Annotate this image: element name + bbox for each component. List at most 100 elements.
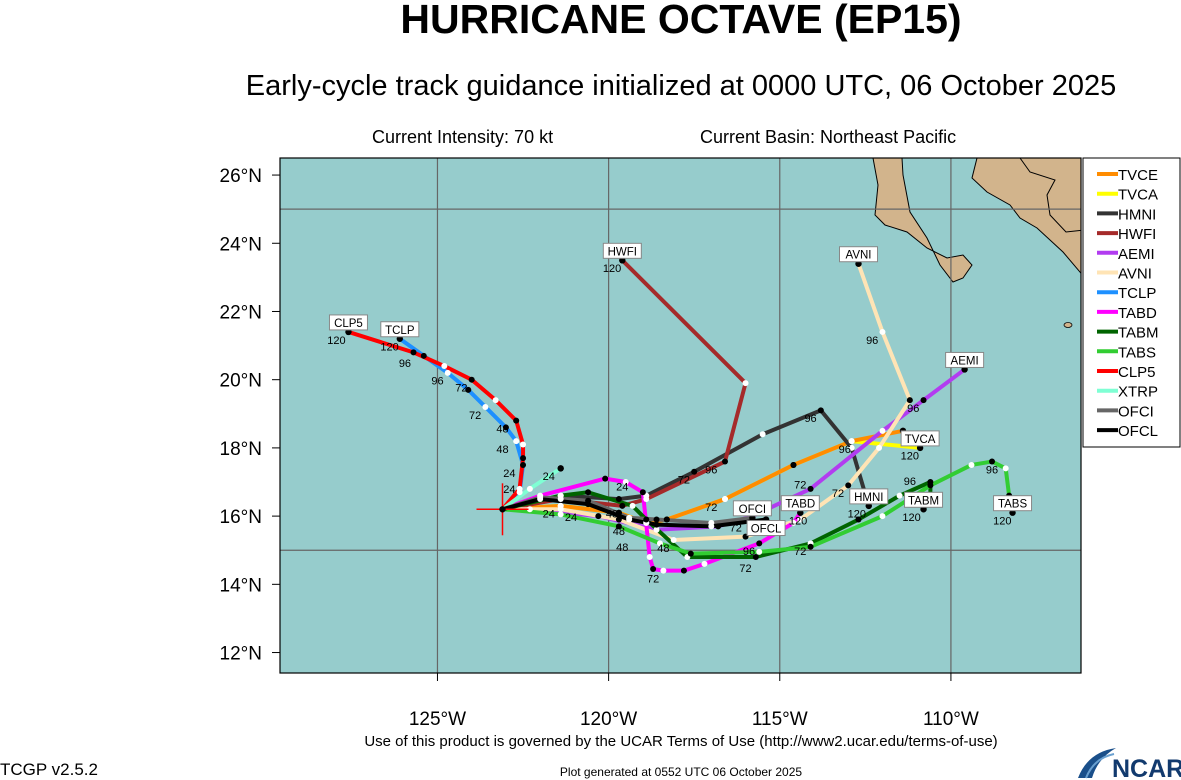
lat-tick-label: 18°N (220, 439, 262, 460)
forecast-hour-label-group: 72 (678, 475, 690, 487)
forecast-hour-label: 96 (705, 464, 717, 476)
track-point-tabd (790, 519, 797, 526)
forecast-hour-label-group: 96 (431, 376, 443, 388)
track-point-tabd (701, 560, 708, 567)
track-point-aemi (807, 485, 814, 492)
track-point-avni (557, 506, 564, 513)
track-point-clp5 (468, 376, 475, 383)
track-clp5 (347, 330, 526, 511)
legend-item-xtrp: XTRP (1118, 384, 1158, 401)
track-point-aemi (595, 513, 602, 520)
forecast-hour-label: 120 (902, 512, 920, 524)
track-point-tabs (756, 548, 763, 555)
forecast-hour-label: 120 (789, 516, 807, 528)
forecast-hour-label: 96 (804, 413, 816, 425)
forecast-hour-label: 48 (616, 542, 628, 554)
forecast-hour-label: 24 (565, 512, 577, 524)
lat-tick-label: 16°N (220, 507, 262, 528)
forecast-hour-label-group: 72 (739, 563, 751, 575)
forecast-hour-label-group: 72 (794, 546, 806, 558)
track-point-ofcl (708, 523, 715, 530)
model-label-clp5-group: CLP5 (328, 314, 368, 331)
forecast-hour-label-group: 48 (496, 423, 508, 435)
lat-tick-label: 20°N (220, 371, 262, 392)
model-label-box (780, 495, 820, 512)
track-point-clp5 (441, 363, 448, 370)
track-point-avni (615, 516, 622, 523)
legend-item-ofcl: OFCL (1118, 423, 1158, 440)
current-basin: Current Basin: Northeast Pacific (700, 127, 957, 147)
track-point-tabm (855, 516, 862, 523)
forecast-hour-label: 72 (705, 502, 717, 514)
model-label-ofci-group: OFCI (732, 500, 772, 517)
model-label-tabs-group: TABS (993, 495, 1033, 512)
model-label-hmni: HMNI (854, 492, 883, 504)
legend-item-tabd: TABD (1118, 305, 1157, 322)
forecast-hour-label: 72 (455, 383, 467, 395)
forecast-hour-label-group: 96 (839, 444, 851, 456)
track-point-tabd (756, 540, 763, 547)
lat-tick-label: 26°N (220, 166, 262, 187)
forecast-hour-label: 24 (503, 468, 515, 480)
track-point-tvce (848, 438, 855, 445)
forecast-hour-label-group: 72 (832, 488, 844, 500)
ncar-logo: NCAR (1078, 748, 1181, 780)
track-point-aemi (879, 427, 886, 434)
track-point-hmni (848, 444, 855, 451)
forecast-hour-label-group: 72 (730, 522, 742, 534)
model-label-box (328, 314, 368, 331)
track-point-tabs (687, 550, 694, 557)
model-label-hwfi: HWFI (608, 246, 637, 258)
track-end-point (557, 465, 564, 472)
model-label-box (900, 430, 940, 447)
forecast-hour-label: 24 (616, 481, 628, 493)
model-label-avni-group: AVNI (839, 246, 878, 263)
model-label-tclp-group: TCLP (380, 321, 420, 338)
forecast-hour-label-group: 24 (616, 481, 628, 493)
forecast-hour-label: 96 (907, 403, 919, 415)
forecast-hour-label: 48 (606, 509, 618, 521)
track-point-tvce (722, 496, 728, 503)
track-point-tabm (585, 489, 592, 496)
track-point-tabm (896, 492, 903, 499)
forecast-hour-label-group: 24 (503, 484, 515, 496)
forecast-hour-label-group: 96 (705, 464, 717, 476)
forecast-hour-label-group: 120 (603, 263, 621, 275)
model-label-clp5: CLP5 (334, 318, 363, 330)
legend-item-aemi: AEMI (1118, 246, 1155, 263)
legend-item-avni: AVNI (1118, 266, 1152, 283)
track-point-hmni (759, 431, 766, 438)
forecast-hour-label-group: 72 (455, 383, 467, 395)
track-point-tclp (513, 438, 520, 445)
forecast-hour-label-group: 96 (907, 403, 919, 415)
track-point-tabs (879, 513, 886, 520)
page-subtitle: Early-cycle track guidance initialized a… (245, 70, 1117, 102)
forecast-hour-label: 120 (901, 451, 919, 463)
forecast-hour-label-group: 96 (904, 476, 916, 488)
map-frame (279, 157, 1082, 674)
forecast-hour-label: 72 (469, 410, 481, 422)
forecast-hour-label: 72 (647, 574, 659, 586)
track-point-ofcl (537, 496, 544, 503)
legend-item-tvca: TVCA (1118, 187, 1158, 204)
model-label-hmni-group: HMNI (849, 488, 889, 505)
forecast-hour-label-group: 96 (804, 413, 816, 425)
forecast-hour-label-group: 96 (399, 358, 411, 370)
forecast-hour-label-group: 96 (743, 546, 755, 558)
forecast-hour-label: 120 (603, 263, 621, 275)
legend-item-ofci: OFCI (1118, 403, 1154, 420)
track-point-hmni (691, 468, 698, 475)
legend-item-tvce: TVCE (1118, 167, 1158, 184)
forecast-hour-label-group: 24 (565, 512, 577, 524)
track-point-clp5 (516, 485, 523, 492)
forecast-hour-label: 96 (743, 546, 755, 558)
track-point-hwfi (742, 380, 749, 387)
forecast-hour-label: 96 (904, 476, 916, 488)
legend-item-tabm: TABM (1118, 325, 1159, 342)
track-point-tabm (629, 502, 636, 509)
forecast-hour-label-group: 120 (993, 516, 1011, 528)
model-label-box (993, 495, 1033, 512)
track-point-tabs (615, 523, 622, 530)
model-label-ofcl: OFCL (751, 524, 782, 536)
model-label-box (746, 520, 786, 537)
